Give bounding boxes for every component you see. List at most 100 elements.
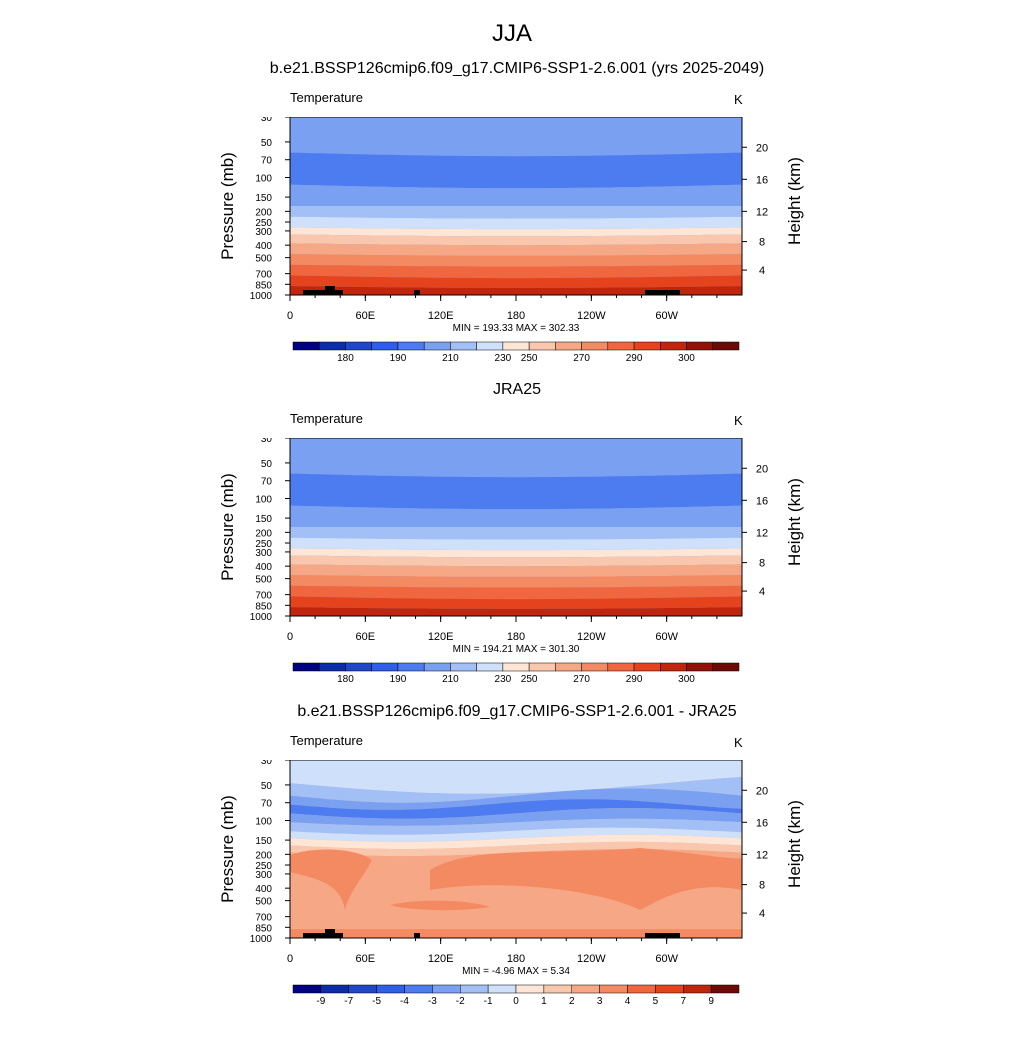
colorbar-swatch	[348, 984, 377, 994]
colorbar-swatch	[633, 341, 661, 351]
figure: JJA b.e21.BSSP126cmip6.f09_g17.CMIP6-SSP…	[218, 20, 804, 1007]
terrain-mask	[325, 929, 335, 938]
contour-band	[290, 841, 742, 857]
colorbar-swatch	[581, 662, 609, 672]
colorbar-label: 230	[495, 674, 512, 685]
colorbar-swatch	[571, 984, 600, 994]
x-tick-label: 60E	[356, 631, 376, 643]
x-tick-label: 60W	[655, 631, 678, 643]
y2-tick-label: 20	[756, 785, 768, 797]
colorbar-label: 1	[541, 996, 547, 1007]
x-tick-label: 120W	[577, 631, 606, 643]
colorbar-label: 2	[569, 996, 575, 1007]
contour-band	[430, 848, 742, 910]
contour-band	[290, 473, 742, 510]
y-tick-label: 700	[255, 913, 272, 924]
y-tick-label: 150	[255, 193, 272, 204]
contour-band	[290, 243, 742, 256]
colorbar-swatch	[660, 341, 687, 351]
contour-band	[290, 117, 742, 157]
min-max-stats: MIN = 193.33 MAX = 302.33	[453, 323, 580, 334]
contour-band	[290, 776, 742, 803]
colorbar-swatch	[528, 662, 556, 672]
y-tick-label: 300	[255, 227, 272, 238]
x-tick-label: 180	[507, 310, 525, 322]
colorbar-label: -2	[456, 996, 465, 1007]
colorbar-swatch	[581, 341, 609, 351]
y-tick-label: 400	[255, 562, 272, 573]
colorbar-swatch	[686, 662, 714, 672]
colorbar-label: -4	[400, 996, 409, 1007]
colorbar-swatch	[345, 662, 372, 672]
colorbar: 180 190 210 230 250 270 290 300	[292, 341, 740, 364]
contour-band	[290, 152, 742, 189]
colorbar-swatch	[627, 984, 656, 994]
colorbar-swatch	[599, 984, 628, 994]
contour-band	[290, 254, 742, 267]
y-tick-label: 850	[255, 923, 272, 934]
colorbar-swatch	[432, 984, 461, 994]
y2-tick-label: 4	[759, 586, 765, 598]
terrain-mask	[414, 933, 420, 938]
colorbar-label: 9	[708, 996, 714, 1007]
colorbar-label: 210	[442, 674, 459, 685]
colorbar-swatch	[450, 662, 477, 672]
contour-band	[290, 596, 742, 609]
y2-tick-label: 12	[756, 849, 768, 861]
contour-band	[390, 900, 490, 911]
colorbar-label: -5	[372, 996, 381, 1007]
colorbar-swatch	[450, 341, 477, 351]
contour-band	[290, 227, 742, 237]
y-tick-label: 300	[255, 870, 272, 881]
x-tick-label: 0	[287, 310, 293, 322]
colorbar-swatch	[371, 662, 399, 672]
colorbar-label: 4	[625, 996, 631, 1007]
terrain-mask	[303, 290, 343, 295]
y-tick-label: 100	[255, 495, 272, 506]
variable-label: Temperature	[290, 411, 363, 426]
colorbar-label: 210	[442, 353, 459, 364]
y-tick-label: 1000	[250, 612, 273, 623]
colorbar-swatch	[555, 341, 582, 351]
contour-band	[290, 527, 742, 540]
units-label: K	[734, 735, 743, 750]
contour-band	[290, 834, 742, 849]
colorbar-swatch	[686, 341, 714, 351]
y-tick-label: 70	[261, 156, 273, 167]
y2-tick-label: 8	[759, 237, 765, 249]
x-tick-label: 120E	[428, 631, 454, 643]
contour-band	[290, 808, 742, 826]
x-tick-label: 60E	[356, 310, 376, 322]
chart-panel: 0 60E 120E 180 120W 60W3050701001502002503004…	[218, 117, 804, 364]
colorbar-swatch	[543, 984, 572, 994]
y-tick-label: 1000	[250, 934, 273, 945]
x-tick-label: 120W	[577, 953, 606, 965]
x-tick-label: 120E	[428, 953, 454, 965]
colorbar-swatch	[345, 341, 372, 351]
contour-band	[290, 264, 742, 279]
colorbar-label: -9	[316, 996, 325, 1007]
colorbar-label: 300	[678, 674, 695, 685]
contour-band	[290, 555, 742, 567]
contour-band	[290, 505, 742, 527]
colorbar-swatch	[320, 984, 349, 994]
y-tick-label: 300	[255, 548, 272, 559]
colorbar-label: 250	[521, 674, 538, 685]
contour-band	[290, 929, 742, 938]
colorbar-swatch	[502, 662, 530, 672]
y2-tick-label: 16	[756, 495, 768, 507]
contour-field	[290, 438, 742, 616]
colorbar: -9 -7 -5 -4 -3 -2 -1 0 1 2 3 4 5 7 9	[292, 984, 740, 1007]
figure-title: JJA	[491, 20, 532, 47]
colorbar-swatch	[476, 341, 504, 351]
y2-tick-label: 8	[759, 880, 765, 892]
colorbar-swatch	[476, 662, 504, 672]
y2-tick-label: 20	[756, 142, 768, 154]
y-tick-label: 150	[255, 836, 272, 847]
contour-band	[290, 788, 742, 810]
y-tick-label: 500	[255, 575, 272, 586]
panel-title: b.e21.BSSP126cmip6.f09_g17.CMIP6-SSP1-2.…	[269, 60, 765, 77]
y-tick-label: 400	[255, 241, 272, 252]
colorbar-swatch	[710, 984, 740, 994]
y-axis-title: Pressure (mb)	[218, 473, 237, 581]
